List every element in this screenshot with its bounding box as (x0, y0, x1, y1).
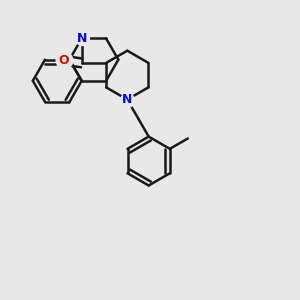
Text: O: O (58, 54, 69, 67)
Text: N: N (76, 32, 87, 45)
Text: N: N (122, 93, 133, 106)
